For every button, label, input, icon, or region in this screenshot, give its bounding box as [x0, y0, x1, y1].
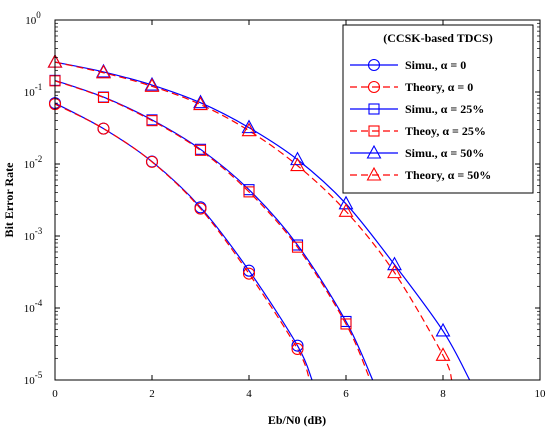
y-tick-label: 10-3 [24, 226, 43, 243]
series-2-marker [291, 342, 304, 355]
series-5-marker [387, 256, 402, 271]
y-axis-label: Bit Error Rate [2, 162, 16, 238]
tick-layer: 0 2 4 6 8 10 100 10-1 10-2 10-3 10-4 10-5 [24, 10, 546, 400]
series-2-marker [97, 122, 110, 135]
series-line-5 [55, 61, 471, 380]
y-tick-label: 100 [25, 10, 41, 27]
legend-label-2: Theory, α = 0 [405, 80, 473, 94]
series-6-marker [435, 347, 451, 361]
series-4-marker [291, 241, 304, 253]
series-line-6 [55, 61, 453, 380]
legend-title: (CCSK-based TDCS) [383, 31, 492, 45]
legend-marker-3 [368, 103, 380, 115]
legend-items: Simu., α = 0 Theory, α = 0 Simu., α = 25% T… [350, 58, 491, 182]
series-5-marker [290, 151, 305, 166]
series-5-marker [241, 119, 257, 134]
plot-frame [54, 19, 541, 381]
series-1-marker [242, 264, 256, 277]
series-6-marker [241, 122, 257, 137]
legend: (CCSK-based TDCS) Simu., α = 0 Theory, α … [342, 24, 534, 194]
legend-label-5: Simu., α = 50% [405, 146, 484, 160]
series-5-marker [144, 76, 160, 91]
series-6-marker [96, 64, 111, 79]
x-axis-label: Eb/N0 (dB) [268, 413, 326, 427]
series-4-marker [146, 115, 158, 127]
series-6-marker [290, 157, 305, 172]
legend-marker-6 [366, 166, 382, 181]
legend-label-6: Theory, α = 50% [405, 168, 491, 182]
legend-marker-1 [367, 58, 381, 72]
x-tick-label: 2 [149, 388, 155, 400]
series-5-marker [338, 195, 354, 210]
series-1-marker [291, 339, 304, 352]
legend-marker-2 [367, 80, 381, 94]
series-5-marker [193, 94, 208, 109]
legend-label-1: Simu., α = 0 [405, 58, 466, 72]
series-2-marker [194, 202, 207, 215]
y-tick-label: 10-4 [24, 298, 43, 315]
marker-layer [47, 53, 451, 361]
series-4-marker [243, 186, 255, 198]
series-5-marker [435, 322, 451, 337]
legend-label-3: Simu., α = 25% [405, 102, 484, 116]
series-line-4 [55, 80, 371, 380]
x-tick-label: 6 [343, 388, 349, 400]
y-tick-label: 10-5 [24, 370, 43, 387]
x-tick-label: 4 [246, 388, 252, 400]
x-tick-label: 8 [440, 388, 446, 400]
series-4-marker [194, 144, 207, 156]
x-tick-label: 10 [535, 388, 547, 400]
series-6-marker [144, 78, 160, 92]
series-6-marker [193, 96, 208, 111]
legend-marker-5 [366, 144, 382, 159]
x-tick-label: 0 [52, 388, 58, 400]
series-2-marker [242, 267, 256, 280]
series-6-marker [387, 264, 402, 279]
series-4-marker [340, 318, 352, 330]
series-6-marker [338, 203, 354, 217]
y-tick-label: 10-2 [24, 154, 43, 171]
series-4-marker [97, 91, 110, 104]
series-2-marker [145, 155, 159, 168]
y-tick-label: 10-1 [24, 82, 43, 99]
curve-layer [55, 61, 471, 380]
legend-label-4: Theoy, α = 25% [405, 124, 486, 138]
series-line-1 [55, 102, 313, 380]
legend-marker-4 [368, 125, 380, 137]
